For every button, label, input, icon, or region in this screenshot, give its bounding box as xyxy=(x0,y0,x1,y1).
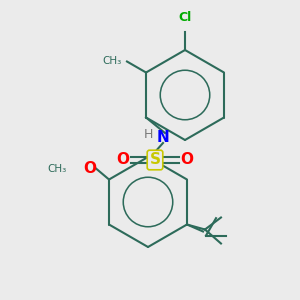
Text: CH₃: CH₃ xyxy=(103,56,122,67)
Text: S: S xyxy=(149,152,161,167)
Text: CH₃: CH₃ xyxy=(48,164,67,173)
Text: O: O xyxy=(83,161,97,176)
Text: Cl: Cl xyxy=(178,11,192,24)
Text: N: N xyxy=(157,130,169,145)
Text: O: O xyxy=(116,152,130,167)
Text: H: H xyxy=(143,128,153,140)
Text: O: O xyxy=(181,152,194,167)
